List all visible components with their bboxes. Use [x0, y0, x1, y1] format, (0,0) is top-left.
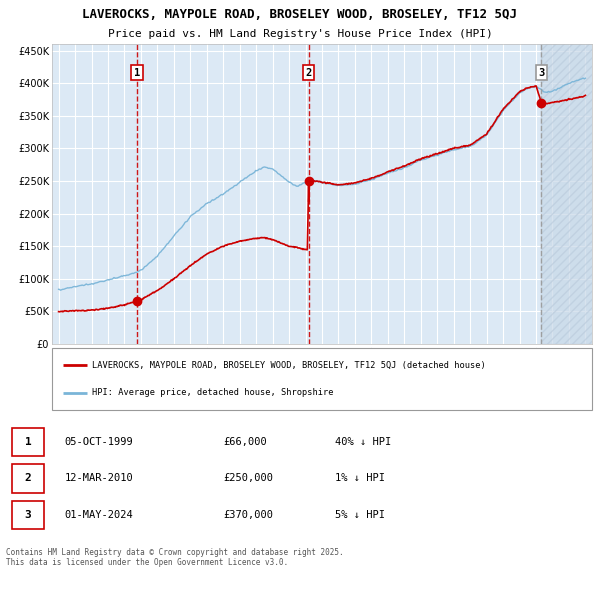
Text: 40% ↓ HPI: 40% ↓ HPI: [335, 437, 392, 447]
Text: LAVEROCKS, MAYPOLE ROAD, BROSELEY WOOD, BROSELEY, TF12 5QJ: LAVEROCKS, MAYPOLE ROAD, BROSELEY WOOD, …: [83, 8, 517, 21]
Text: £66,000: £66,000: [224, 437, 268, 447]
FancyBboxPatch shape: [12, 428, 44, 456]
Text: 5% ↓ HPI: 5% ↓ HPI: [335, 510, 385, 520]
Text: 3: 3: [25, 510, 31, 520]
Text: 1% ↓ HPI: 1% ↓ HPI: [335, 473, 385, 483]
Text: 1: 1: [134, 67, 140, 77]
Text: 12-MAR-2010: 12-MAR-2010: [65, 473, 134, 483]
Text: 2: 2: [305, 67, 312, 77]
Text: LAVEROCKS, MAYPOLE ROAD, BROSELEY WOOD, BROSELEY, TF12 5QJ (detached house): LAVEROCKS, MAYPOLE ROAD, BROSELEY WOOD, …: [92, 361, 486, 370]
Text: Contains HM Land Registry data © Crown copyright and database right 2025.
This d: Contains HM Land Registry data © Crown c…: [6, 548, 344, 568]
Text: £370,000: £370,000: [224, 510, 274, 520]
FancyBboxPatch shape: [12, 500, 44, 529]
Text: £250,000: £250,000: [224, 473, 274, 483]
FancyBboxPatch shape: [12, 464, 44, 493]
Bar: [541, 44, 600, 344]
Text: HPI: Average price, detached house, Shropshire: HPI: Average price, detached house, Shro…: [92, 388, 334, 397]
Text: 1: 1: [25, 437, 31, 447]
Text: 01-MAY-2024: 01-MAY-2024: [65, 510, 134, 520]
Text: 2: 2: [25, 473, 31, 483]
Text: 3: 3: [538, 67, 545, 77]
Text: 05-OCT-1999: 05-OCT-1999: [65, 437, 134, 447]
Text: Price paid vs. HM Land Registry's House Price Index (HPI): Price paid vs. HM Land Registry's House …: [107, 28, 493, 38]
